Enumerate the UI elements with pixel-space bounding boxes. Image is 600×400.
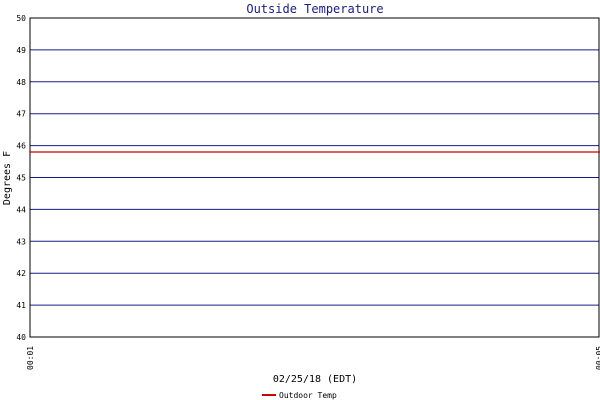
data-point (29, 151, 31, 153)
x-tick-label: 00:05 (595, 346, 600, 370)
y-tick-label: 48 (16, 78, 26, 87)
y-tick-label: 43 (16, 237, 26, 246)
grid-lines (29, 17, 600, 338)
series-layer (29, 151, 600, 153)
x-tick-labels: 00:0101:1102:2103:3204:4205:5207:0208:12… (26, 346, 600, 370)
series-line-outdoor-temp (30, 151, 600, 153)
x-tick-label: 00:01 (26, 346, 35, 370)
y-tick-label: 41 (16, 301, 26, 310)
y-tick-label: 45 (16, 174, 26, 183)
y-axis-label: Degrees F (2, 151, 13, 205)
y-tick-label: 44 (16, 205, 26, 214)
plot-frame (29, 17, 600, 338)
y-tick-label: 50 (16, 14, 26, 23)
y-tick-label: 40 (16, 333, 26, 342)
chart-title: Outside Temperature (246, 2, 383, 16)
y-tick-label: 47 (16, 110, 26, 119)
x-axis-label: 02/25/18 (EDT) (273, 374, 357, 385)
legend-label-outdoor-temp: Outdoor Temp (279, 391, 337, 400)
y-tick-labels: 40 41 42 43 44 45 46 47 48 49 50 (16, 14, 26, 342)
y-tick-label: 46 (16, 142, 26, 151)
y-tick-label: 49 (16, 46, 26, 55)
legend: Outdoor Temp (262, 391, 337, 400)
y-tick-label: 42 (16, 269, 26, 278)
